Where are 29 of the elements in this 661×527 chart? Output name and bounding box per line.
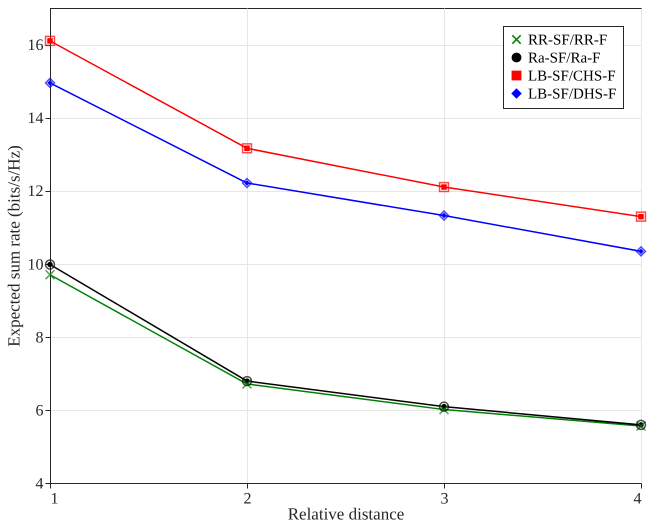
y-tick-label: 8 <box>36 329 44 346</box>
point <box>242 378 252 390</box>
x-axis-title: Relative distance <box>288 504 404 524</box>
point <box>44 78 56 88</box>
point <box>438 210 450 221</box>
point <box>636 246 646 257</box>
x-tick-label: 3 <box>440 490 448 508</box>
y-tick-label: 10 <box>28 256 44 274</box>
y-tick-label: 16 <box>28 37 44 54</box>
x-tick-label: 4 <box>634 490 642 508</box>
point <box>44 259 56 270</box>
point <box>438 404 450 415</box>
legend-label: Ra-SF/Ra-F <box>528 50 601 66</box>
point <box>438 182 450 192</box>
y-tick-label: 6 <box>36 402 44 420</box>
y-tick-label: 12 <box>28 183 44 200</box>
y-tick-label: 4 <box>36 476 44 492</box>
legend-label: LB-SF/CHS-F <box>528 68 616 84</box>
point <box>636 211 646 222</box>
x-tick-label: 2 <box>244 490 252 508</box>
point <box>242 143 252 154</box>
legend-label: RR-SF/RR-F <box>528 32 608 48</box>
y-tick-label: 14 <box>28 110 44 128</box>
point <box>44 270 56 280</box>
legend-label: LB-SF/DHS-F <box>528 86 616 102</box>
point <box>44 36 56 46</box>
x-tick-label: 1 <box>50 490 58 508</box>
y-axis-title: Expected sum rate (bits/s/Hz) <box>4 145 24 347</box>
point <box>242 178 252 188</box>
